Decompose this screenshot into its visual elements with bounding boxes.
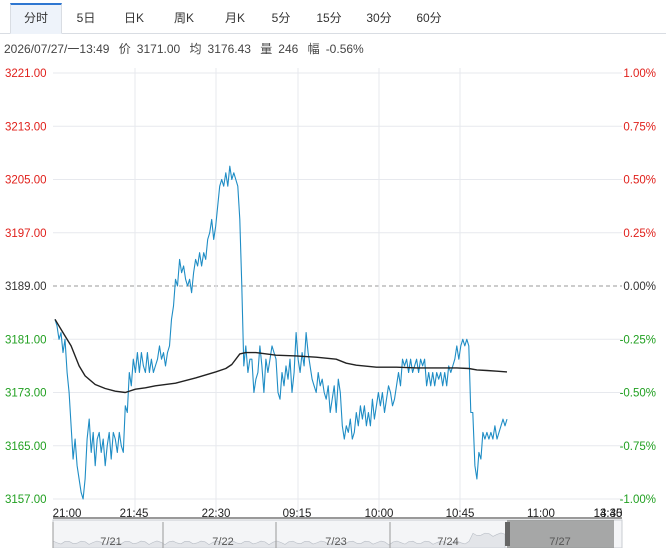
tab-1[interactable]: 5日 xyxy=(76,11,96,25)
y-tick-label: 3165.00 xyxy=(5,441,47,453)
pct-tick-label: -0.50% xyxy=(620,388,656,400)
info-datetime: 2026/07/27/一13:49 xyxy=(4,42,110,56)
tab-4[interactable]: 月K xyxy=(224,11,245,25)
x-tick-label: 10:45 xyxy=(446,508,475,520)
navigator-mini-series xyxy=(52,532,506,548)
period-tabs: 分时 5日 日K 周K 月K 5分 15分 30分 60分 xyxy=(0,0,666,34)
info-chg-label: 幅 xyxy=(307,42,320,56)
tab-5[interactable]: 5分 xyxy=(271,11,291,25)
avg-line xyxy=(54,318,508,394)
x-tick-label: 10:00 xyxy=(365,508,394,520)
y-tick-label: 3181.00 xyxy=(5,334,47,346)
x-tick-label: 11:00 xyxy=(527,508,555,520)
y-tick-label: 3157.00 xyxy=(5,494,47,506)
price-line xyxy=(54,165,508,500)
pct-tick-label: 1.00% xyxy=(623,68,656,80)
info-avg-label: 均 xyxy=(189,42,202,56)
navigator-date-label: 7/23 xyxy=(325,536,346,548)
tab-2[interactable]: 日K xyxy=(123,11,144,25)
tab-0[interactable]: 分时 xyxy=(10,3,62,34)
pct-tick-label: -1.00% xyxy=(620,494,656,506)
tab-8[interactable]: 60分 xyxy=(416,11,442,25)
quote-info-bar: 2026/07/27/一13:49 价 3171.00 均 3176.43 量 246… xyxy=(4,40,370,57)
tab-7[interactable]: 30分 xyxy=(366,11,392,25)
y-tick-label: 3197.00 xyxy=(5,228,47,240)
x-tick-label: 21:45 xyxy=(120,508,149,520)
x-tick-label: 13:45 xyxy=(594,508,623,520)
info-price: 3171.00 xyxy=(136,42,181,56)
info-vol: 246 xyxy=(278,42,299,56)
pct-tick-label: -0.25% xyxy=(620,334,656,346)
y-tick-label: 3173.00 xyxy=(5,388,47,400)
tab-3[interactable]: 周K xyxy=(173,11,194,25)
info-chg: -0.56% xyxy=(325,42,364,56)
navigator-date-label: 7/21 xyxy=(100,536,121,548)
info-avg: 3176.43 xyxy=(207,42,251,56)
pct-tick-label: 0.25% xyxy=(623,228,656,240)
navigator-selection[interactable] xyxy=(507,520,614,548)
pct-tick-label: 0.75% xyxy=(623,121,656,133)
y-tick-label: 3189.00 xyxy=(5,281,47,293)
pct-tick-label: -0.75% xyxy=(620,441,656,453)
pct-tick-label: 0.00% xyxy=(623,281,656,293)
tab-6[interactable]: 15分 xyxy=(316,11,342,25)
x-tick-label: 22:30 xyxy=(202,508,231,520)
navigator-handle-left[interactable] xyxy=(505,522,510,546)
x-tick-label: 09:15 xyxy=(283,508,312,520)
navigator-date-label: 7/22 xyxy=(212,536,233,548)
pct-tick-label: 0.50% xyxy=(623,175,656,187)
info-vol-label: 量 xyxy=(260,42,273,56)
x-tick-label: 14:30 xyxy=(594,508,623,520)
y-tick-label: 3213.00 xyxy=(5,121,47,133)
y-tick-label: 3205.00 xyxy=(5,175,47,187)
navigator-date-label: 7/24 xyxy=(437,536,458,548)
navigator-date-label: 7/27 xyxy=(549,536,570,548)
info-price-label: 价 xyxy=(118,42,131,56)
x-tick-label: 21:00 xyxy=(53,508,82,520)
y-tick-label: 3221.00 xyxy=(5,68,47,80)
